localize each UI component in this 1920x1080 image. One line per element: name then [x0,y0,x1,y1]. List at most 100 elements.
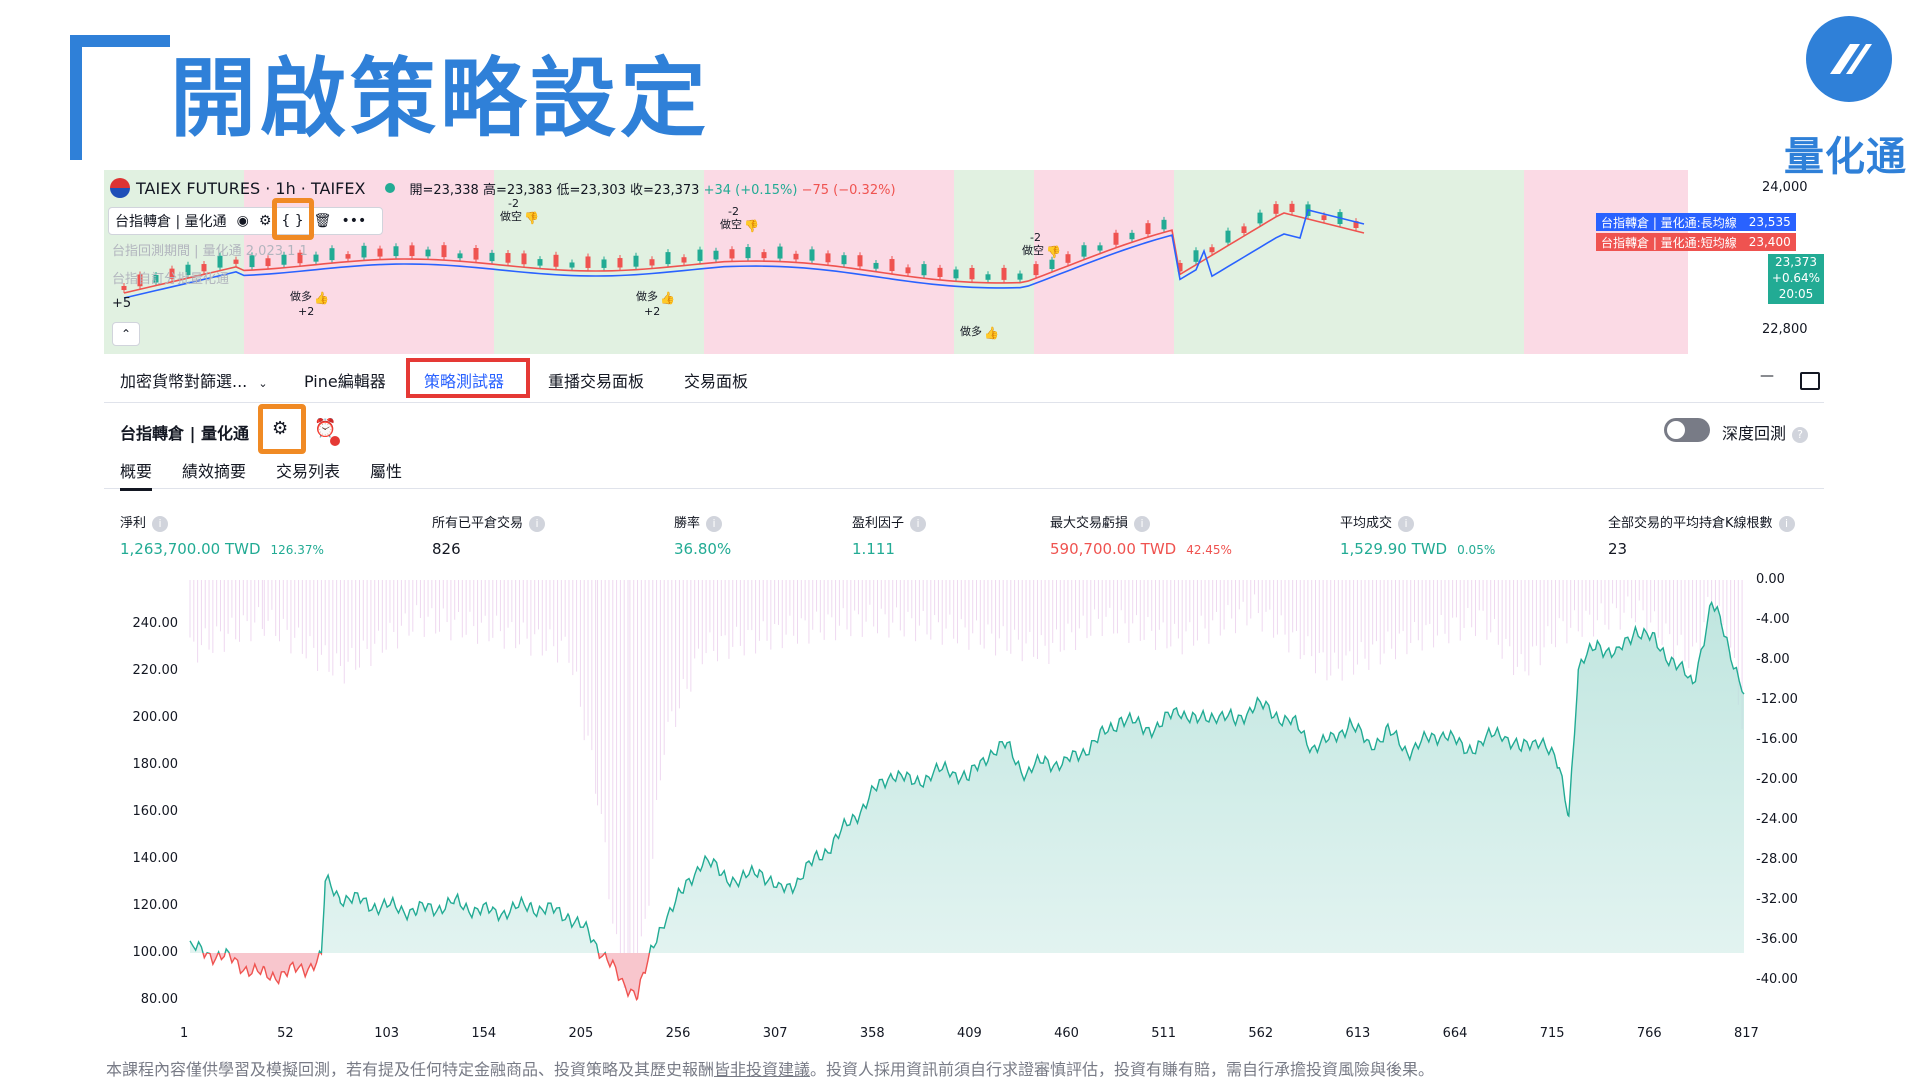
deep-backtest-text: 深度回測 [1722,424,1787,443]
candle [969,267,975,280]
equity-area-below [203,952,650,1000]
candle [793,253,799,260]
metric-label: 所有已平倉交易 i [432,512,546,532]
metric-value: 1,263,700.00 TWD 126.37% [120,540,324,558]
candle [377,248,383,257]
minimize-icon[interactable]: — [1760,368,1774,384]
svg-text:👍: 👍 [984,326,999,340]
candle [1241,226,1247,233]
candle [841,255,847,265]
long-signal: 做多 +2👍 [290,289,329,318]
candle [1097,245,1103,251]
x-tick: 307 [762,1026,788,1041]
maximize-icon[interactable] [1800,372,1820,390]
metric-2: 所有已平倉交易 i 826 [432,512,546,558]
x-tick: 103 [374,1026,400,1041]
info-icon[interactable]: i [910,515,927,532]
tab-trading-panel[interactable]: 交易面板 [684,372,749,391]
candle [617,258,623,268]
metric-6: 平均成交 i 1,529.90 TWD 0.05% [1340,512,1495,558]
more-icon[interactable]: ••• [341,213,367,229]
candle [1001,267,1007,280]
candle [329,248,335,261]
candle [457,253,463,259]
equity-chart[interactable] [104,570,1824,1050]
tab-crypto-screener[interactable]: 加密貨幣對篩選... ⌄ [120,368,268,392]
short-ma-line [123,212,1365,294]
svg-text:👎: 👎 [744,219,759,233]
price-chart-canvas[interactable]: 做空-2👎做多+2👍 做多+2👍做空-2👎做多 👍做空-2👎 [104,170,1688,354]
long-signal: 做多 👍 [960,324,999,340]
info-icon[interactable]: i [529,515,546,532]
candle [857,255,863,267]
deep-backtest-toggle[interactable] [1664,418,1710,442]
equity-chart-canvas[interactable] [104,570,1824,1050]
strategy-settings-icon[interactable]: ⚙ [272,418,289,439]
metric-value-text: 23 [1608,539,1628,558]
alarm-icon[interactable]: ⏰ [314,418,337,439]
left-position-count: +5 [112,296,132,311]
candle [1129,232,1135,240]
x-tick: 460 [1054,1026,1079,1041]
info-icon[interactable]: i [1398,515,1415,532]
strategy-name[interactable]: 台指轉倉 | 量化通 [120,424,249,443]
source-code-icon[interactable]: { } [281,213,304,229]
trash-icon[interactable]: 🗑 [313,213,332,229]
y-right-tick: -4.00 [1756,612,1790,627]
last-price-tag: 23,373 +0.64% 20:05 [1768,254,1824,304]
equity-area-above [190,602,1744,953]
ohlc-values: 開=23,338 高=23,383 低=23,303 收=23,373 +34 … [409,179,895,198]
tab-replay-panel[interactable]: 重播交易面板 [548,372,645,391]
help-icon[interactable]: ? [1792,426,1809,443]
candle [601,259,607,268]
svg-text:👍: 👍 [660,291,675,305]
info-icon[interactable]: i [706,515,723,532]
candle [1273,204,1279,214]
y-left-tick: 160.00 [132,803,179,819]
symbol-title[interactable]: TAIEX FUTURES · 1h · TAIFEX [136,178,366,198]
candle [1209,247,1215,253]
y-right-tick: -8.00 [1756,652,1790,667]
ohlc-high: 高=23,383 [482,182,553,198]
tab-strategy-tester[interactable]: 策略測試器 [424,372,505,391]
subtab-performance[interactable]: 績效摘要 [182,462,247,481]
last-change: +0.64% [1771,271,1821,285]
metric-3: 勝率 i 36.80% [674,512,731,558]
eye-icon[interactable]: ◉ [236,213,249,229]
short-signal: 做空-2 👎 [1022,231,1061,259]
indicator-row[interactable]: 台指轉倉 | 量化通 ◉ ⚙ { } 🗑 ••• [108,207,384,235]
candle [1289,203,1295,212]
subtab-overview[interactable]: 概要 [120,458,153,491]
info-icon[interactable]: i [1778,515,1795,532]
info-icon[interactable]: i [152,515,169,532]
settings-gear-icon[interactable]: ⚙ [258,213,272,229]
metric-label: 勝率 i [674,512,731,532]
metric-label: 平均成交 i [1340,512,1495,532]
long-ma-badge: 台指轉倉 | 量化通:長均線 23,535 [1596,213,1796,231]
y-left-tick: 80.00 [140,992,178,1007]
metric-value: 1,529.90 TWD 0.05% [1340,540,1495,558]
price-chart[interactable]: 做空 -2 👎 做多 +2 👍 做多 +2 👍 做空 -2 👎 做多 👍 做空 -2 👎 [104,170,1688,354]
long-ma-line [123,209,1365,299]
candle [265,258,271,267]
metric-1: 淨利 i 1,263,700.00 TWD 126.37% [120,512,324,558]
logo-text: 量化通 [1784,134,1907,180]
candle [681,257,687,263]
svg-text:做空: 做空 [500,209,522,223]
tab-pine-editor[interactable]: Pine編輯器 [304,372,386,391]
trend-band [1034,170,1174,354]
candle [121,286,127,290]
strategy-settings-highlight [258,404,306,454]
subtab-trade-list[interactable]: 交易列表 [276,462,341,481]
metric-4: 盈利因子 i 1.111 [852,512,927,558]
collapse-up-icon[interactable]: ⌃ [112,322,140,346]
metric-label: 淨利 i [120,512,324,532]
candle [873,262,879,269]
subtab-properties[interactable]: 屬性 [370,462,403,481]
candle [201,264,207,272]
candle [1017,273,1023,280]
metric-label-text: 勝率 [674,516,701,531]
candle [905,267,911,274]
info-icon[interactable]: i [1134,515,1151,532]
candle [585,256,591,268]
